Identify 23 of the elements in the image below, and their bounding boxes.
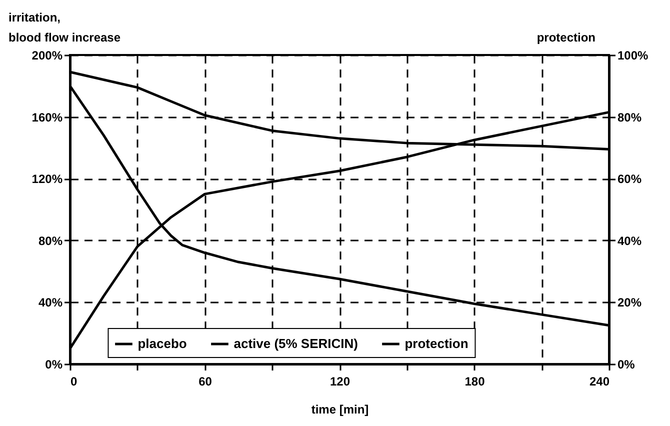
y2-tick-label: 100% <box>618 48 649 62</box>
y-tick-label: 40% <box>38 296 63 310</box>
x-tick-label: 60 <box>198 374 212 388</box>
y2-tick-label: 0% <box>618 358 636 372</box>
y2-tick-label: 20% <box>618 296 642 310</box>
y2-axis-title: protection <box>536 30 596 44</box>
x-axis-title: time [min] <box>311 402 369 416</box>
y-axis-title: irritation, blood flow increase <box>8 10 121 44</box>
legend-label: protection <box>404 336 468 351</box>
y-tick-label: 200% <box>32 48 63 62</box>
y-tick-label: 0% <box>45 358 63 372</box>
legend-label: placebo <box>138 336 187 351</box>
y-tick-label: 120% <box>32 172 63 186</box>
y2-tick-label: 80% <box>618 110 642 124</box>
y-tick-label: 160% <box>32 110 63 124</box>
y2-tick-label: 40% <box>618 234 642 248</box>
x-tick-label: 0 <box>70 374 78 388</box>
x-tick-label: 120 <box>330 374 350 388</box>
x-tick-label: 180 <box>464 374 486 388</box>
legend-label: active (5% SERICIN) <box>234 336 358 351</box>
x-tick-label: 240 <box>589 374 610 388</box>
y2-tick-label: 60% <box>618 172 642 186</box>
y-tick-label: 80% <box>38 234 63 248</box>
